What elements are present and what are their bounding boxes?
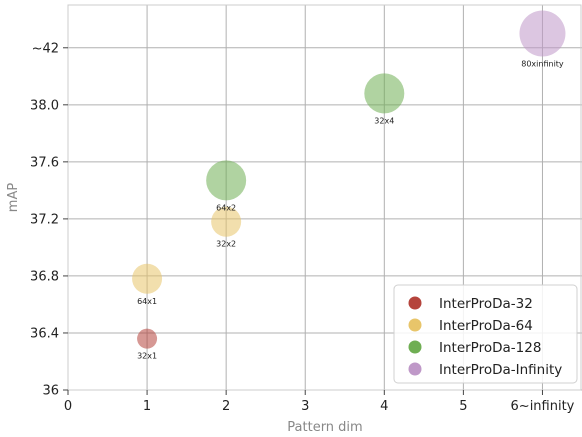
x-tick-label: 4 xyxy=(380,399,388,414)
data-point xyxy=(364,73,405,114)
y-tick-label: 36.8 xyxy=(30,269,59,284)
y-axis-ticks: 36 36.4 36.8 37.2 37.6 38.0 ~42 xyxy=(30,41,68,399)
x-tick-label: 2 xyxy=(222,399,230,414)
x-tick-label: 6~infinity xyxy=(511,399,575,414)
point-label: 80xinfinity xyxy=(521,60,564,69)
legend-box xyxy=(393,284,578,384)
x-tick-label: 0 xyxy=(64,399,72,414)
data-point xyxy=(137,328,158,349)
y-tick-label: 36.4 xyxy=(30,326,59,341)
legend-label: InterProDa-128 xyxy=(439,340,541,356)
point-label: 32x2 xyxy=(216,240,236,249)
y-tick-label: 37.6 xyxy=(30,155,59,170)
point-label: 32x4 xyxy=(374,116,394,125)
x-tick-label: 3 xyxy=(301,399,309,414)
x-tick-label: 1 xyxy=(143,399,151,414)
data-point xyxy=(206,160,247,201)
legend-marker xyxy=(408,340,422,354)
x-axis-title: Pattern dim xyxy=(287,420,362,435)
data-points: 32x1 64x1 32x2 64x2 32x4 80xinfinity xyxy=(132,10,566,361)
point-label: 64x2 xyxy=(216,203,236,212)
legend: InterProDa-32 InterProDa-64 InterProDa-128… xyxy=(393,284,578,384)
x-axis-ticks: 0 1 2 3 4 5 6~infinity xyxy=(64,390,575,414)
y-tick-label: 36 xyxy=(42,384,59,399)
legend-marker xyxy=(408,318,422,332)
legend-label: InterProDa-32 xyxy=(439,296,533,312)
legend-marker xyxy=(408,296,422,310)
grid xyxy=(67,5,582,391)
data-point xyxy=(519,10,566,57)
legend-label: InterProDa-Infinity xyxy=(439,362,562,378)
y-tick-label: 37.2 xyxy=(30,212,59,227)
point-label: 32x1 xyxy=(137,352,157,361)
data-point xyxy=(211,206,242,237)
data-point xyxy=(132,263,163,294)
y-tick-label: 38.0 xyxy=(30,98,59,113)
legend-marker xyxy=(408,362,422,376)
y-tick-label: ~42 xyxy=(32,41,59,56)
x-tick-label: 5 xyxy=(459,399,467,414)
plot-frame xyxy=(67,4,582,391)
y-axis-title: mAP xyxy=(6,183,21,213)
point-label: 64x1 xyxy=(137,297,157,306)
legend-label: InterProDa-64 xyxy=(439,318,533,334)
